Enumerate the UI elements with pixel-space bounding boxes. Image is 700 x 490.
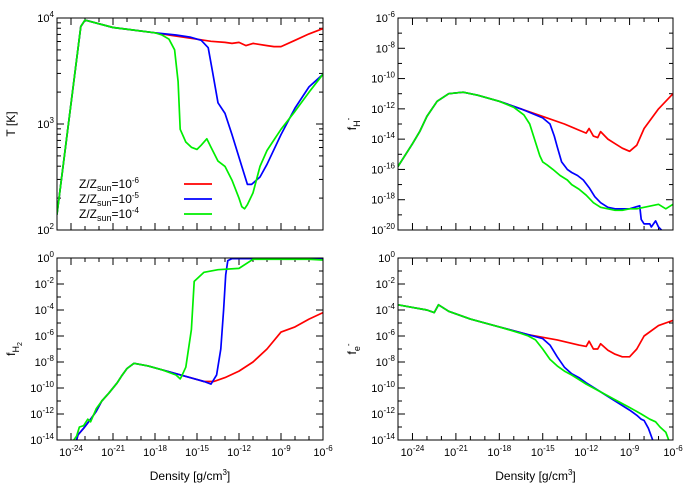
y-tick-label: 10-6 [376, 10, 396, 25]
x-tick-label: 10-15 [531, 444, 555, 459]
legend-label: Z/Zsun=10-5 [79, 191, 140, 208]
series-line-1 [398, 91, 673, 168]
x-axis-label: Density [g/cm3] [150, 468, 230, 483]
series-group [398, 91, 673, 230]
y-tick-label: 10-14 [371, 131, 395, 146]
y-axis-label: fH2 [4, 342, 24, 356]
x-tick-label: 10-24 [59, 444, 83, 459]
legend: Z/Zsun=10-6Z/Zsun=10-5Z/Zsun=10-4 [79, 176, 212, 223]
y-tick-label: 10-6 [376, 328, 396, 343]
y-tick-label: 10-4 [35, 302, 55, 317]
y-tick-label: 10-12 [30, 406, 54, 421]
x-tick-label: 10-12 [574, 444, 598, 459]
series-group [57, 19, 323, 215]
panel-t: 102 103 104 T [K] Z/Zsun=10-6Z/Zsun=10-5Z/Zs… [4, 10, 324, 237]
y-tick-label: 10-20 [371, 222, 395, 237]
panel-f-h-: 10-20 10-18 10-16 10-14 10-12 10-10 10-8 10-6 fH… [344, 10, 674, 237]
plot-frame [397, 257, 674, 441]
x-tick-label: 10-15 [185, 444, 209, 459]
series-line-1 [75, 311, 323, 440]
legend-label: Z/Zsun=10-6 [79, 176, 140, 193]
y-tick-label: 10-8 [35, 354, 55, 369]
series-group [398, 303, 673, 440]
x-tick-label: 10-9 [271, 444, 291, 459]
x-tick-label: 10-9 [620, 444, 640, 459]
y-tick-label: 10-2 [35, 276, 55, 291]
x-tick-label: 10-21 [101, 444, 125, 459]
y-tick-label: 10-8 [376, 40, 396, 55]
series-line-3 [72, 258, 323, 440]
x-tick-label: 10-24 [401, 444, 425, 459]
y-axis-label: fe- [344, 343, 362, 354]
series-group [72, 258, 323, 440]
y-tick-label: 10-14 [371, 432, 395, 447]
x-tick-label: 10-18 [487, 444, 511, 459]
series-line-3 [398, 91, 673, 212]
series-line-1 [398, 303, 673, 358]
y-tick-label: 10-14 [30, 432, 54, 447]
y-tick-label: 102 [37, 222, 54, 237]
series-line-3 [398, 303, 670, 440]
y-axis-label: T [K] [4, 111, 18, 136]
legend-label: Z/Zsun=10-4 [79, 206, 140, 223]
panel-f-h2: 10-24 10-21 10-18 10-15 10-12 10-9 10-6 10-14 10… [4, 250, 333, 483]
y-tick-label: 10-8 [376, 354, 396, 369]
plot-frame [56, 257, 324, 441]
y-tick-label: 10-10 [30, 380, 54, 395]
y-tick-label: 10-2 [376, 276, 396, 291]
y-axis-label: fH- [344, 117, 362, 130]
x-tick-label: 10-6 [313, 444, 333, 459]
y-tick-label: 104 [37, 10, 54, 25]
y-tick-label: 10-12 [371, 101, 395, 116]
x-tick-label: 10-21 [444, 444, 468, 459]
panel-f-e-: 10-24 10-21 10-18 10-15 10-12 10-9 10-6 10-14 10… [344, 250, 683, 483]
y-tick-label: 10-12 [371, 406, 395, 421]
y-tick-label: 10-10 [371, 380, 395, 395]
y-tick-label: 10-10 [371, 71, 395, 86]
series-line-2 [75, 258, 323, 440]
y-tick-label: 10-16 [371, 161, 395, 176]
series-line-2 [398, 303, 654, 440]
x-tick-label: 10-12 [227, 444, 251, 459]
y-tick-label: 100 [37, 250, 54, 265]
x-tick-label: 10-18 [143, 444, 167, 459]
y-tick-label: 100 [378, 250, 395, 265]
series-line-3 [57, 19, 323, 215]
x-tick-label: 10-6 [663, 444, 683, 459]
x-axis-label: Density [g/cm3] [495, 468, 575, 483]
y-tick-label: 10-4 [376, 302, 396, 317]
plot-frame [56, 17, 324, 231]
plot-frame [397, 17, 674, 231]
y-tick-label: 10-18 [371, 192, 395, 207]
y-tick-label: 10-6 [35, 328, 55, 343]
series-line-2 [398, 91, 663, 230]
y-tick-label: 103 [37, 116, 54, 131]
